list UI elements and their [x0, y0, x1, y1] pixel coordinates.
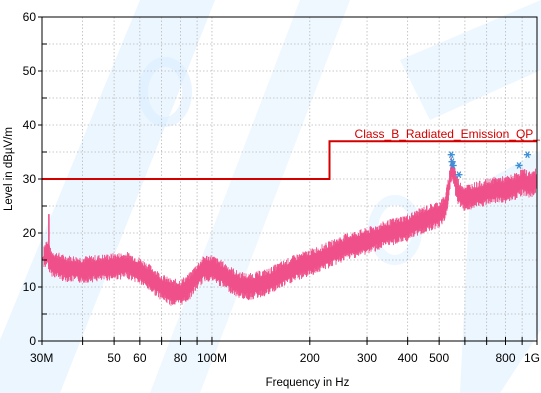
y-tick-label: 20 — [23, 226, 37, 240]
watermark-stroke — [400, 0, 541, 120]
watermark-stroke — [150, 0, 350, 393]
y-tick-label: 0 — [29, 334, 36, 348]
y-tick-labels: 0 10 20 30 40 50 60 — [23, 10, 37, 348]
measurement-band — [41, 157, 538, 306]
x-tick-label: 800 — [495, 351, 515, 365]
x-tick-label: 30M — [30, 351, 53, 365]
watermark-stroke — [460, 150, 541, 393]
x-tick-label: 200 — [300, 351, 320, 365]
measurement-centerline — [41, 165, 538, 294]
axis-ticks — [38, 16, 538, 345]
peak-marker — [455, 171, 463, 179]
x-tick-label: 300 — [357, 351, 377, 365]
x-tick-label: 400 — [398, 351, 418, 365]
x-tick-label: 60 — [133, 351, 147, 365]
limit-line-label: Class_B_Radiated_Emission_QP_10m — [355, 127, 541, 141]
x-tick-label: 500 — [429, 351, 449, 365]
peak-marker-stroke — [450, 162, 456, 169]
peak-marker — [523, 151, 532, 159]
peak-markers — [447, 151, 532, 179]
x-tick-label: 1G — [524, 351, 540, 365]
x-tick-labels: 30M 50 60 80 100M 200 300 400 500 800 1G — [30, 351, 540, 365]
peak-marker — [448, 158, 456, 166]
y-tick-label: 40 — [23, 118, 37, 132]
x-tick-label: 50 — [107, 351, 121, 365]
watermark-glyph — [138, 57, 192, 127]
y-tick-label: 30 — [23, 172, 37, 186]
peak-marker — [449, 162, 457, 169]
peak-marker-stroke — [448, 151, 454, 159]
peak-marker — [515, 162, 523, 169]
y-tick-label: 50 — [23, 64, 37, 78]
x-tick-label: 80 — [174, 351, 188, 365]
limit-line-path — [42, 140, 537, 180]
x-axis-label: Frequency in Hz — [266, 377, 350, 389]
y-axis-label: Level in dBµV/m — [3, 127, 15, 211]
peak-marker-stroke — [516, 162, 522, 169]
peak-marker — [447, 151, 455, 159]
x-tick-label: 100M — [197, 351, 227, 365]
peak-marker-stroke — [449, 158, 455, 166]
limit-line — [42, 140, 537, 180]
y-tick-label: 60 — [23, 10, 37, 24]
y-tick-label: 10 — [23, 280, 37, 294]
peak-marker-stroke — [456, 171, 462, 179]
peak-marker-stroke — [525, 151, 530, 159]
